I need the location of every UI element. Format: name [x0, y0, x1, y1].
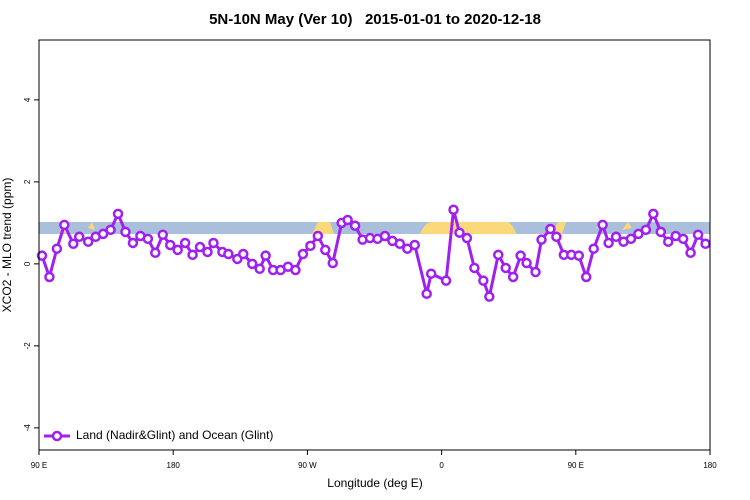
plot: 90 E 180 90 W 0 90 E 180 -4 -2 0 2 4 Land (Nadir&Gl…: [23, 97, 717, 470]
point: [297, 248, 309, 260]
point: [640, 224, 652, 236]
legend-label: Land (Nadir&Glint) and Ocean (Glint): [76, 428, 273, 442]
point: [545, 223, 556, 235]
point: [394, 238, 406, 250]
point: [187, 249, 198, 261]
point: [461, 232, 473, 244]
point: [342, 214, 353, 226]
point: [44, 271, 55, 283]
point: [164, 239, 176, 251]
x-axis-label: Longitude (deg E): [327, 476, 422, 490]
x-tick-label: 180: [703, 461, 717, 470]
point: [172, 244, 183, 256]
point: [36, 250, 48, 261]
point: [51, 243, 63, 254]
point: [120, 226, 131, 238]
y-tick-label: 0: [23, 261, 32, 266]
point: [223, 248, 234, 260]
point: [194, 241, 206, 253]
point: [105, 224, 116, 236]
x-tick-label: 0: [439, 461, 444, 470]
x-tick-label: 90 E: [31, 461, 47, 470]
point: [290, 264, 301, 276]
point: [327, 257, 338, 269]
point: [551, 231, 562, 243]
point: [74, 231, 85, 243]
point: [469, 262, 480, 274]
point: [312, 230, 324, 242]
x-tick-label: 90 W: [298, 461, 317, 470]
point: [68, 238, 79, 250]
point: [478, 275, 489, 286]
point: [112, 208, 124, 220]
point: [521, 257, 532, 269]
point: [603, 237, 614, 249]
point: [202, 246, 213, 258]
point: [254, 263, 265, 275]
point: [692, 229, 704, 240]
point: [82, 236, 94, 247]
plot-frame: [38, 39, 711, 451]
point: [610, 231, 622, 243]
land-patch: [552, 222, 566, 234]
point: [530, 266, 541, 278]
point: [580, 271, 592, 283]
point: [142, 233, 154, 245]
point: [500, 262, 511, 274]
point: [597, 219, 608, 231]
x-tick-label: 180: [167, 461, 181, 470]
point: [349, 220, 361, 231]
point: [409, 239, 421, 251]
land-patch: [420, 222, 516, 234]
point: [440, 275, 452, 286]
y-axis-label: XCO2 - MLO trend (ppm): [0, 178, 14, 313]
point: [448, 204, 459, 215]
point: [633, 228, 644, 240]
x-tick-label: 90 E: [568, 461, 584, 470]
y-tick-label: -4: [23, 424, 32, 432]
point: [648, 208, 659, 220]
ocean-band: [39, 222, 710, 234]
point: [573, 250, 585, 261]
y-tick-label: 4: [23, 97, 32, 102]
point: [59, 219, 70, 231]
point: [179, 237, 191, 249]
point: [425, 268, 437, 279]
point: [493, 249, 504, 261]
point: [208, 237, 219, 249]
point: [260, 250, 271, 261]
point: [677, 233, 689, 245]
land-patch: [88, 222, 95, 230]
point: [536, 234, 547, 245]
point: [320, 244, 331, 256]
y-tick-label: -2: [23, 342, 32, 350]
point: [379, 230, 391, 242]
point: [507, 271, 519, 283]
chart-title: 5N-10N May (Ver 10) 2015-01-01 to 2020-1…: [209, 11, 541, 28]
point: [305, 240, 316, 252]
point: [515, 250, 526, 261]
point: [454, 227, 465, 238]
point: [97, 228, 109, 240]
point: [127, 237, 139, 249]
point: [588, 243, 599, 254]
point: [421, 288, 432, 300]
point: [655, 226, 667, 238]
legend-marker: [51, 430, 63, 442]
point: [246, 258, 258, 270]
point: [625, 233, 637, 245]
point: [238, 248, 249, 260]
land-patch: [622, 222, 632, 230]
point: [484, 291, 495, 302]
point: [685, 247, 696, 259]
y-tick-label: 2: [23, 179, 32, 184]
point: [662, 236, 674, 247]
point: [157, 229, 169, 240]
point: [150, 247, 161, 259]
point: [700, 238, 711, 250]
